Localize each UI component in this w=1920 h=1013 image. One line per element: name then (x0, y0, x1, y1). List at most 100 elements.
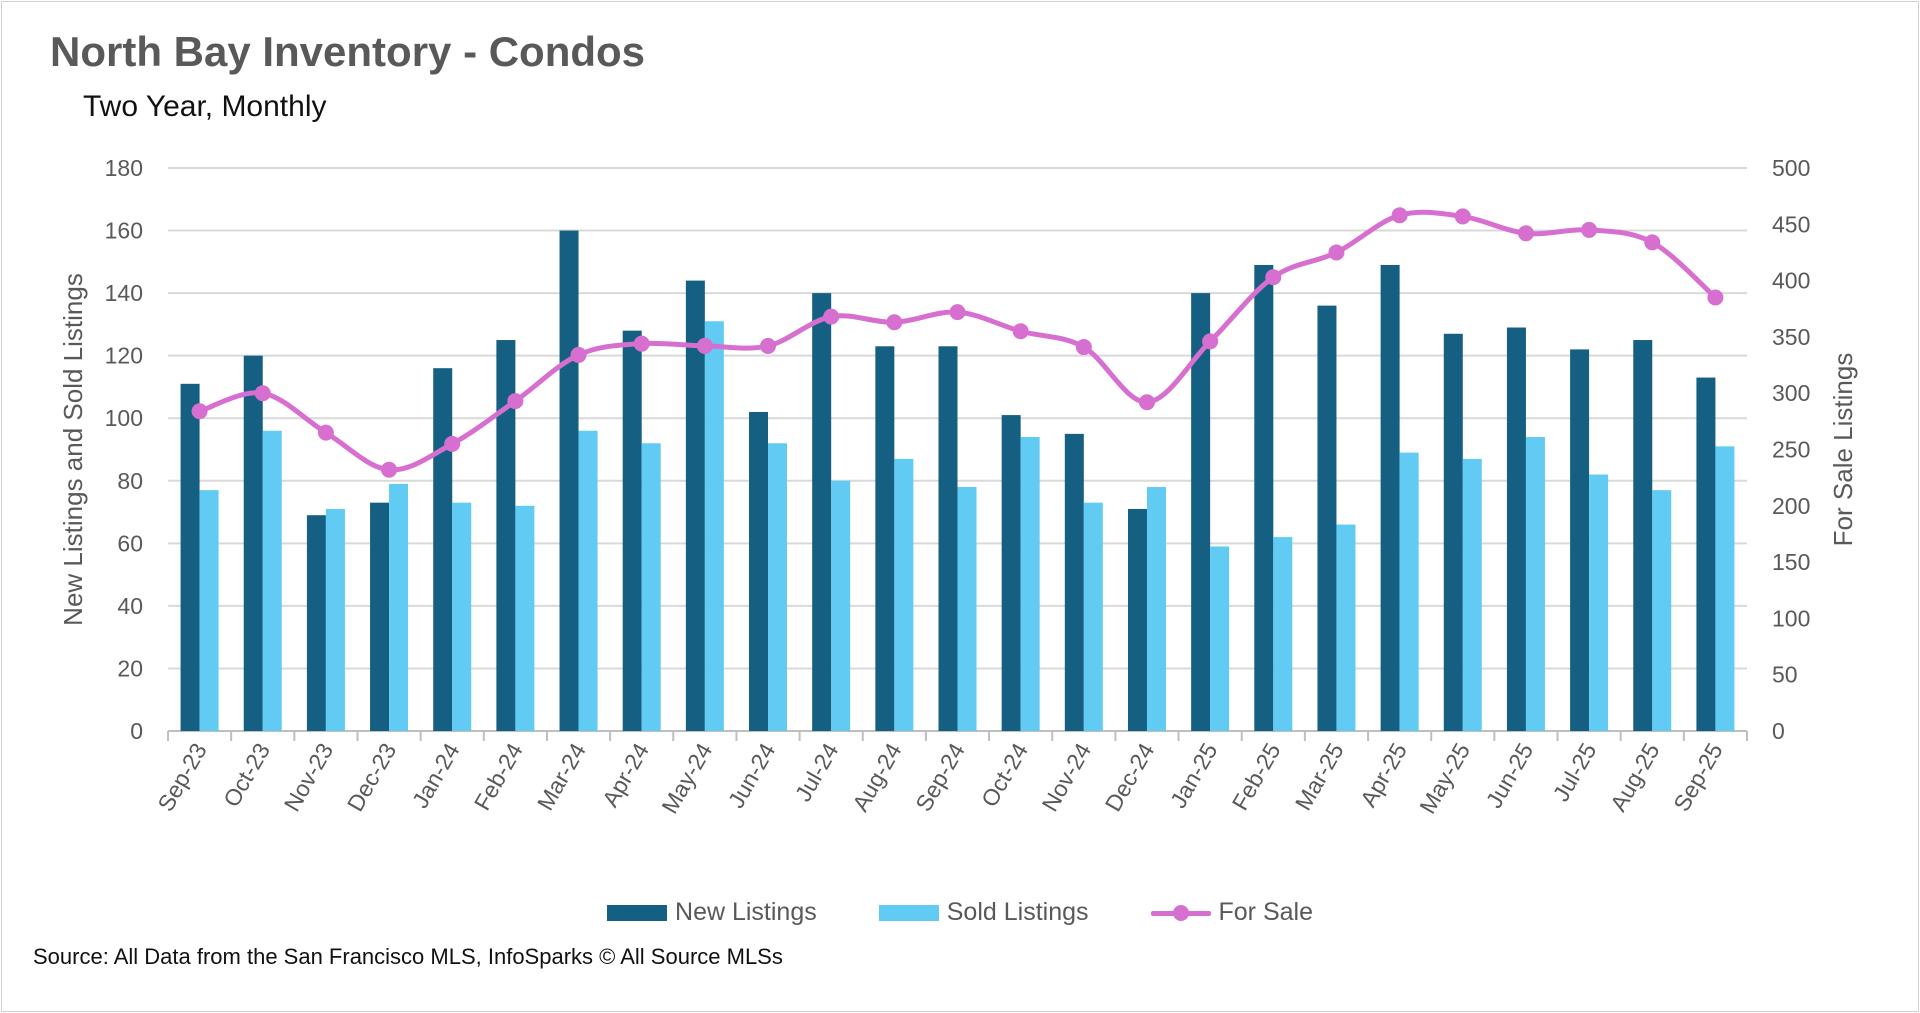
bar-sold-listings (389, 483, 409, 731)
y-tick-label: 60 (117, 530, 143, 556)
bar-sold-listings (1146, 487, 1166, 731)
legend-label: New Listings (675, 898, 817, 926)
bar-new-listings (1380, 264, 1400, 731)
bar-sold-listings (831, 480, 851, 731)
point-for-sale (886, 314, 903, 331)
bar-new-listings (1443, 333, 1463, 731)
y2-tick-label: 50 (1772, 662, 1798, 688)
bar-sold-listings (957, 487, 977, 731)
bar-new-listings (1317, 305, 1337, 731)
bar-new-listings (180, 383, 200, 731)
point-for-sale (1454, 208, 1471, 225)
legend-swatch-sold-listings (878, 904, 939, 921)
x-tick-label: Aug-25 (1605, 739, 1665, 816)
point-for-sale (317, 424, 334, 441)
line-for-sale (198, 209, 1718, 473)
bar-new-listings (1191, 293, 1211, 731)
x-tick-label: Jun-25 (1481, 739, 1539, 813)
point-for-sale (1644, 234, 1661, 251)
y2-tick-label: 250 (1772, 437, 1810, 463)
legend-item-for-sale[interactable]: For Sale (1150, 898, 1313, 927)
point-for-sale (1517, 225, 1534, 242)
x-tick-label: Jun-24 (723, 738, 781, 812)
bar-new-listings (496, 340, 516, 731)
bar-new-listings (1506, 327, 1526, 731)
bar-sold-listings (894, 458, 914, 731)
y2-tick-label: 150 (1772, 549, 1810, 575)
x-tick-label: Oct-24 (976, 738, 1033, 811)
bar-new-listings (1127, 508, 1147, 731)
x-tick-label: Sep-25 (1668, 739, 1728, 816)
bar-new-listings (1001, 415, 1021, 731)
y-tick-label: 0 (130, 718, 143, 744)
point-for-sale (507, 393, 524, 410)
bar-sold-listings (1715, 446, 1735, 731)
bar-new-listings (559, 230, 579, 732)
bar-sold-listings (515, 505, 535, 731)
bar-sold-listings (1336, 524, 1356, 731)
x-tick-label: Mar-24 (532, 738, 591, 814)
legend-label: For Sale (1218, 898, 1313, 926)
bar-new-listings (370, 502, 390, 731)
point-for-sale (1581, 221, 1598, 238)
point-for-sale (191, 403, 208, 420)
point-for-sale (254, 385, 271, 402)
bar-sold-listings (1273, 537, 1293, 731)
bar-sold-listings (704, 321, 724, 731)
y2-tick-label: 100 (1772, 605, 1810, 631)
bar-new-listings (433, 368, 453, 731)
bar-sold-listings (578, 430, 598, 731)
bar-sold-listings (1652, 490, 1672, 731)
x-tick-label: Oct-23 (218, 739, 275, 812)
bar-new-listings (1064, 433, 1084, 731)
chart-subtitle: Two Year, Monthly (83, 90, 327, 123)
point-for-sale (1391, 207, 1408, 224)
x-tick-label: Nov-23 (279, 739, 339, 816)
x-tick-label: Dec-23 (342, 739, 402, 816)
point-for-sale (633, 335, 650, 352)
bar-new-listings (1633, 340, 1653, 731)
x-tick-label: Nov-24 (1037, 738, 1097, 815)
point-for-sale (949, 304, 966, 321)
x-tick-label: Sep-24 (910, 738, 970, 815)
y2-tick-label: 300 (1772, 380, 1810, 406)
x-tick-label: Feb-25 (1227, 739, 1286, 815)
point-for-sale (823, 308, 840, 325)
point-for-sale (1075, 339, 1092, 356)
bar-sold-listings (1020, 436, 1040, 731)
x-tick-label: Aug-24 (847, 738, 907, 815)
y2-axis-title: For Sale Listings (1828, 353, 1858, 547)
bar-new-listings (938, 346, 958, 731)
x-tick-label: May-25 (1414, 739, 1475, 818)
bar-sold-listings (1399, 452, 1419, 731)
bar-new-listings (875, 346, 895, 731)
x-tick-label: Dec-24 (1100, 738, 1160, 815)
bar-new-listings (1696, 377, 1716, 731)
x-tick-label: Jul-24 (790, 738, 844, 805)
bar-new-listings (306, 515, 326, 731)
point-for-sale (381, 461, 398, 478)
point-for-sale (570, 346, 587, 363)
legend-item-sold-listings[interactable]: Sold Listings (878, 898, 1089, 927)
bar-sold-listings (1210, 546, 1230, 731)
x-tick-label: Mar-25 (1290, 739, 1349, 815)
y2-tick-label: 200 (1772, 493, 1810, 519)
bar-new-listings (243, 355, 263, 731)
y2-tick-label: 500 (1772, 155, 1810, 181)
y-tick-label: 20 (117, 655, 143, 681)
point-for-sale (1707, 289, 1724, 306)
bar-sold-listings (325, 508, 345, 731)
legend-item-new-listings[interactable]: New Listings (607, 898, 817, 927)
bar-sold-listings (452, 502, 472, 731)
legend-label: Sold Listings (946, 898, 1089, 926)
y-tick-label: 80 (117, 468, 143, 494)
point-for-sale (1265, 269, 1282, 286)
x-tick-label: May-24 (656, 738, 717, 818)
legend: New Listings Sold Listings For Sale (0, 898, 1920, 927)
y-tick-label: 120 (105, 343, 143, 369)
x-tick-label: Sep-23 (152, 739, 212, 816)
bar-sold-listings (199, 490, 219, 731)
x-tick-label: Feb-24 (469, 738, 528, 814)
